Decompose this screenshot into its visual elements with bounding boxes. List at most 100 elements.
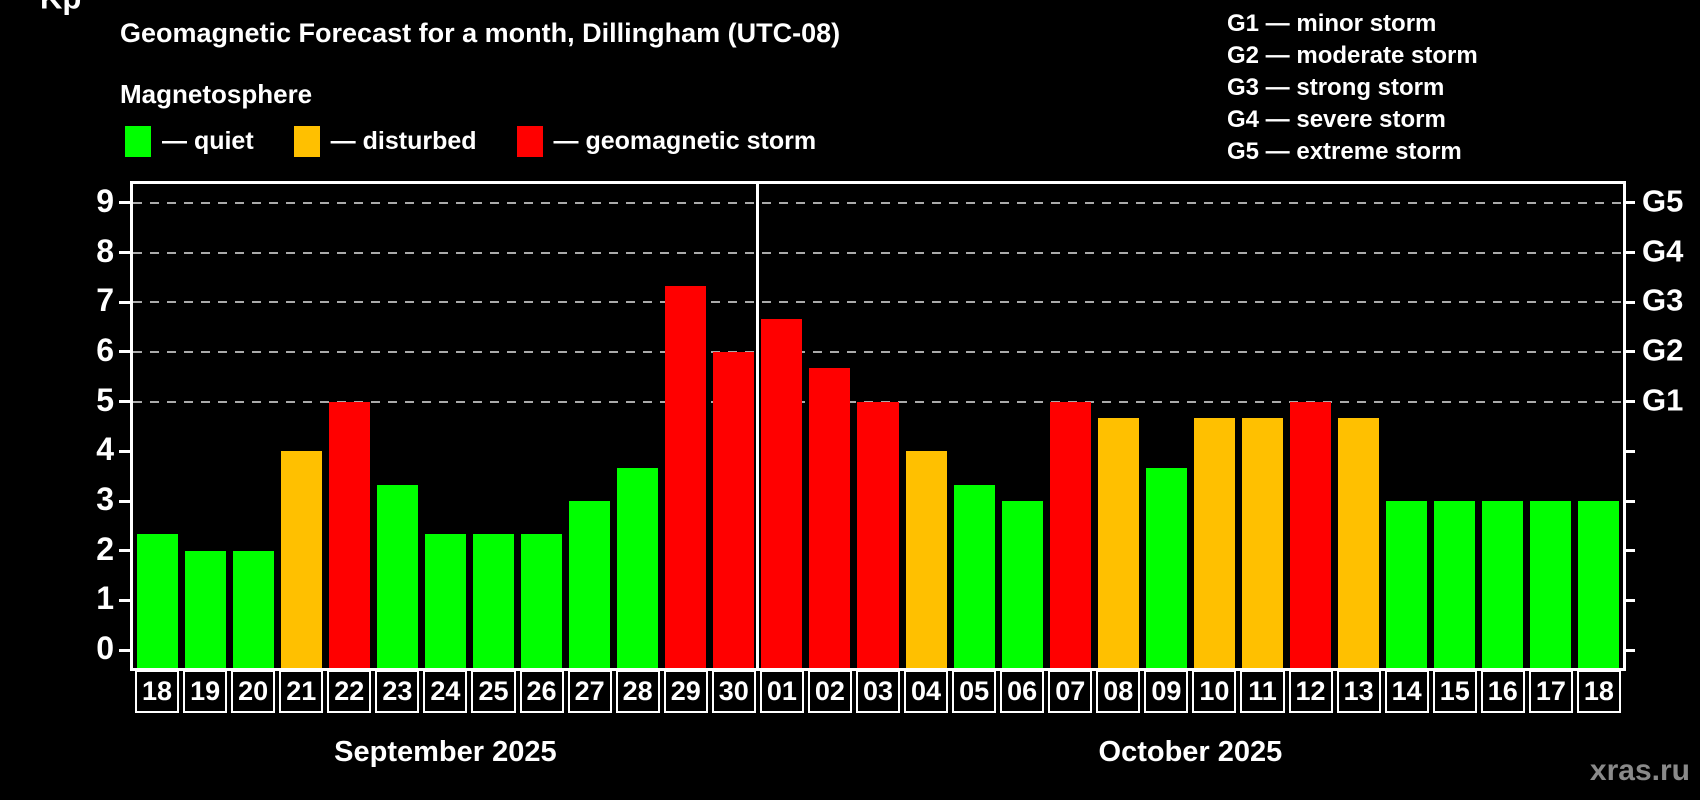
day-label-cell: 17 (1528, 670, 1573, 713)
bar-slot (1094, 184, 1142, 668)
bar-slot (229, 184, 277, 668)
bar-slot (325, 184, 373, 668)
g-axis-label-G2: G2 (1642, 332, 1684, 368)
kp-bar-day-22 (328, 401, 370, 668)
g-axis-tick (1623, 300, 1635, 304)
bar-slot (806, 184, 854, 668)
legend-item-disturbed: — disturbed (293, 126, 477, 157)
chart-subtitle: Magnetosphere (120, 79, 313, 109)
kp-bar-day-23 (376, 484, 418, 668)
kp-axis-tick-label: 3 (96, 481, 114, 518)
disturbed-color-swatch (293, 126, 320, 157)
kp-level-legend: — quiet — disturbed — geomagnetic storm (125, 126, 856, 157)
day-label-cell: 26 (519, 670, 564, 713)
bar-slot (950, 184, 998, 668)
legend-item-storm: — geomagnetic storm (516, 126, 816, 157)
bar-slot (1479, 184, 1527, 668)
g-axis-tick (1623, 499, 1635, 503)
bar-slot (1287, 184, 1335, 668)
g-axis-label-G5: G5 (1642, 183, 1684, 219)
day-label-cell: 02 (807, 670, 852, 713)
day-label-cell: 11 (1240, 670, 1285, 713)
chart-title: Geomagnetic Forecast for a month, Dillin… (120, 18, 841, 48)
g-legend-line-4: G4 — severe storm (1227, 106, 1446, 133)
day-label-cell: 14 (1384, 670, 1429, 713)
day-label-cell: 19 (183, 670, 228, 713)
kp-bar-day-11 (1241, 418, 1283, 668)
bar-slot (469, 184, 517, 668)
kp-axis-tick-label: 8 (96, 232, 114, 269)
g-axis-tick (1623, 251, 1635, 255)
day-labels-row: 18 19 20 21 22 23 24 25 26 27 28 29 30 01 02 03 04 05 06 07… (133, 670, 1623, 713)
kp-bar-day-09 (1145, 467, 1187, 668)
bar-slot (518, 184, 566, 668)
kp-axis-tick (119, 549, 131, 553)
bar-slot (614, 184, 662, 668)
gridlines-layer (133, 184, 1623, 668)
kp-bar-day-16 (1482, 501, 1524, 668)
kp-axis-tick (119, 251, 131, 255)
kp-axis-tick (119, 598, 131, 602)
gridline-kp8 (133, 251, 1623, 254)
quiet-color-swatch (125, 126, 151, 157)
bar-slot (1142, 184, 1190, 668)
bar-slot (566, 184, 614, 668)
kp-axis-tick (119, 449, 131, 453)
kp-bar-day-19 (184, 550, 226, 668)
g-axis-tick (1623, 201, 1635, 205)
day-label-cell: 21 (279, 670, 324, 713)
g-axis-label-G1: G1 (1642, 382, 1684, 418)
bar-slot (1383, 184, 1431, 668)
day-label-cell: 23 (375, 670, 420, 713)
kp-bar-day-15 (1434, 501, 1476, 668)
kp-bar-day-01 (761, 318, 803, 668)
bar-slot (1431, 184, 1479, 668)
day-label-cell: 24 (423, 670, 468, 713)
kp-bar-day-24 (424, 534, 466, 668)
day-label-cell: 05 (952, 670, 997, 713)
kp-bar-day-20 (232, 550, 274, 668)
bars-layer (133, 184, 1623, 668)
kp-bar-day-29 (665, 285, 707, 668)
month-separator-line (756, 184, 760, 668)
day-label-cell: 18 (135, 670, 180, 713)
bar-slot (854, 184, 902, 668)
day-label-cell: 15 (1432, 670, 1477, 713)
kp-bar-day-25 (472, 534, 514, 668)
gridline-kp6 (133, 350, 1623, 353)
gridline-kp9 (133, 201, 1623, 204)
kp-axis-tick-label: 6 (96, 331, 114, 368)
day-label-cell: 07 (1048, 670, 1093, 713)
g-axis-tick (1623, 549, 1635, 553)
day-label-cell: 18 (1576, 670, 1621, 713)
g-legend-line-5: G5 — extreme storm (1227, 138, 1462, 165)
g-axis-label-G3: G3 (1642, 282, 1684, 318)
bar-slot (277, 184, 325, 668)
day-label-cell: 28 (615, 670, 660, 713)
kp-bar-day-02 (809, 368, 851, 668)
kp-bar-day-14 (1386, 501, 1428, 668)
gridline-kp7 (133, 301, 1623, 304)
kp-axis-tick-label: 7 (96, 282, 114, 319)
day-label-cell: 03 (855, 670, 900, 713)
kp-axis-tick-label: 0 (96, 630, 114, 667)
day-label-cell: 22 (327, 670, 372, 713)
day-label-cell: 20 (231, 670, 276, 713)
kp-axis-tick-label: 2 (96, 530, 114, 567)
watermark: xras.ru (1589, 754, 1690, 787)
plot-area (130, 181, 1626, 671)
kp-axis-tick-label: 4 (96, 431, 114, 468)
kp-axis-tick (119, 648, 131, 652)
g-legend-line-2: G2 — moderate storm (1227, 42, 1478, 69)
legend-label: — quiet (162, 127, 254, 155)
day-label-cell: 08 (1096, 670, 1141, 713)
g-legend-line-1: G1 — minor storm (1227, 10, 1437, 37)
day-label-cell: 10 (1192, 670, 1237, 713)
kp-axis-tick-label: 9 (96, 182, 114, 219)
bar-slot (421, 184, 469, 668)
kp-bar-day-17 (1530, 501, 1572, 668)
day-label-cell: 13 (1336, 670, 1381, 713)
kp-axis-tick (119, 201, 131, 205)
bar-slot (1190, 184, 1238, 668)
day-label-cell: 16 (1480, 670, 1525, 713)
